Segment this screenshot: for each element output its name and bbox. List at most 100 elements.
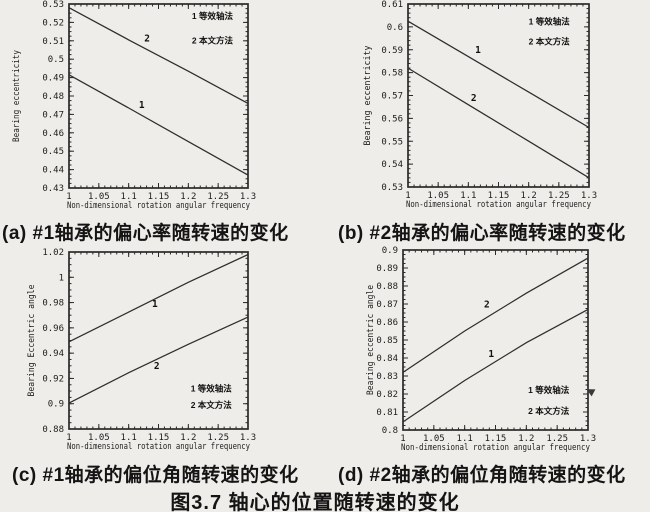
caption-panel-b: (b) #2轴承的偏心率随转速的变化 (338, 223, 626, 244)
y-axis-title: Bearing eccentricity (12, 50, 22, 142)
line-chart-b: 1 1.05 1.1 1.15 1.2 1.25 1.3 0.53 0.54 0.55 0.56 0.… (363, 0, 597, 210)
series-label-1: 1 (152, 299, 158, 310)
y-tick-label: 0.94 (42, 349, 64, 359)
x-tick-label: 1.1 (457, 434, 473, 444)
y-tick-label: 0.9 (48, 400, 64, 410)
legend-item-1: 1 等效轴法 (192, 11, 234, 21)
series-label-1: 1 (139, 100, 145, 111)
y-tick-label: 0.51 (42, 37, 64, 47)
series-line-1 (402, 308, 589, 423)
y-tick-label: 0.5 (48, 55, 64, 65)
caption-panel-d: (d) #2轴承的偏位角随转速的变化 (338, 465, 626, 486)
chart-panel-c: 1 1.05 1.1 1.15 1.2 1.25 1.3 0.88 0.9 0.92 0.94 0.9… (0, 240, 330, 460)
y-tick-label: 0.48 (42, 92, 64, 102)
series-line-2 (407, 67, 590, 179)
legend-item-1: 1 等效轴法 (529, 17, 571, 27)
x-tick-label: 1.2 (518, 434, 534, 444)
x-tick-label: 1.2 (180, 192, 196, 202)
series-line-2 (402, 257, 589, 373)
y-tick-label: 0.82 (376, 390, 398, 400)
y-tick-label: 0.53 (42, 0, 64, 10)
line-chart-c: 1 1.05 1.1 1.15 1.2 1.25 1.3 0.88 0.9 0.92 0.94 0.9… (27, 248, 256, 452)
y-tick-label: 0.56 (381, 114, 403, 124)
caption-panel-c: (c) #1轴承的偏位角随转速的变化 (12, 465, 299, 486)
x-tick-label: 1 (400, 434, 405, 444)
y-axis-title: Bearing Eccentric angle (27, 285, 37, 397)
caption-panel-a: (a) #1轴承的偏心率随转速的变化 (2, 223, 289, 244)
x-tick-label: 1.15 (148, 433, 170, 443)
chart-panel-d: 1 1.05 1.1 1.15 1.2 1.25 1.3 0.8 0.81 0.82 0.83 0.8… (330, 240, 650, 460)
legend-item-2: 2 本文方法 (192, 36, 234, 46)
x-tick-label: 1.15 (485, 434, 507, 444)
y-tick-label: 0.53 (381, 183, 403, 193)
y-axis-title: Bearing eccentric angle (366, 285, 376, 395)
legend-item-1: 1 等效轴法 (528, 385, 570, 395)
x-tick-label: 1.05 (423, 434, 445, 444)
series-line-1 (68, 253, 249, 343)
y-tick-label: 0.88 (42, 425, 64, 435)
y-tick-label: 0.84 (376, 354, 398, 364)
x-tick-label: 1.3 (581, 191, 597, 201)
series-label-2: 2 (484, 300, 490, 311)
y-tick-label: 0.98 (42, 299, 64, 309)
y-tick-label: 1.02 (42, 248, 64, 258)
y-tick-label: 0.43 (42, 184, 64, 194)
series-label-2: 2 (471, 93, 477, 104)
legend-item-2: 2 本文方法 (528, 406, 570, 416)
x-tick-label: 1.15 (488, 191, 510, 201)
y-tick-label: 0.86 (376, 318, 398, 328)
chart-panel-a: 1 1.05 1.1 1.15 1.2 1.25 1.3 0.43 0.44 0.45 0.46 0.… (0, 0, 330, 216)
x-tick-label: 1.25 (548, 191, 570, 201)
x-tick-label: 1.2 (180, 433, 196, 443)
x-tick-label: 1.1 (460, 191, 476, 201)
y-tick-label: 0.88 (376, 282, 398, 292)
y-tick-label: 1 (59, 273, 64, 283)
legend-item-1: 1 等效轴法 (191, 384, 233, 394)
y-tick-label: 0.92 (42, 374, 64, 384)
y-tick-label: 0.87 (376, 300, 398, 310)
x-tick-label: 1.05 (88, 192, 110, 202)
y-tick-label: 0.59 (381, 46, 403, 56)
series-line-1 (407, 20, 590, 129)
series-label-1: 1 (475, 45, 481, 56)
x-tick-label: 1.15 (148, 192, 170, 202)
y-tick-label: 0.83 (376, 372, 398, 382)
series-line-1 (68, 74, 249, 176)
y-tick-label: 0.44 (42, 166, 64, 176)
y-tick-label: 0.47 (42, 110, 64, 120)
x-axis-title: Non-dimensional rotation angular frequen… (67, 442, 250, 452)
line-chart-d: 1 1.05 1.1 1.15 1.2 1.25 1.3 0.8 0.81 0.82 0.83 0.8… (366, 246, 596, 453)
legend-item-2: 2 本文方法 (529, 37, 571, 47)
x-tick-label: 1.25 (207, 433, 229, 443)
y-tick-label: 0.46 (42, 129, 64, 139)
chart-panel-b: 1 1.05 1.1 1.15 1.2 1.25 1.3 0.53 0.54 0.55 0.56 0.… (330, 0, 650, 216)
legend-item-2: 2 本文方法 (191, 400, 233, 410)
y-tick-label: 0.52 (42, 18, 64, 28)
x-axis-title: Non-dimensional rotation angular frequen… (401, 443, 590, 453)
x-tick-label: 1.05 (88, 433, 110, 443)
x-tick-label: 1 (66, 433, 71, 443)
y-tick-label: 0.49 (42, 74, 64, 84)
y-tick-label: 0.96 (42, 324, 64, 334)
figure-caption: 图3.7 轴心的位置随转速的变化 (170, 492, 460, 512)
series-line-2 (68, 7, 249, 104)
y-tick-label: 0.54 (381, 160, 403, 170)
y-tick-label: 0.45 (42, 147, 64, 157)
x-tick-label: 1 (66, 192, 71, 202)
x-tick-label: 1.3 (240, 192, 256, 202)
x-axis-title: Non-dimensional rotation angular frequen… (406, 200, 591, 210)
series-label-2: 2 (154, 361, 160, 372)
y-tick-label: 0.85 (376, 336, 398, 346)
x-tick-label: 1.2 (521, 191, 537, 201)
x-tick-label: 1.3 (240, 433, 256, 443)
y-tick-label: 0.58 (381, 69, 403, 79)
series-line-2 (68, 316, 249, 404)
y-tick-label: 0.8 (382, 426, 398, 436)
y-tick-label: 0.9 (382, 246, 398, 256)
line-chart-a: 1 1.05 1.1 1.15 1.2 1.25 1.3 0.43 0.44 0.45 0.46 0.… (12, 0, 256, 211)
y-tick-label: 0.61 (381, 0, 403, 10)
y-tick-label: 0.6 (387, 23, 403, 33)
x-tick-label: 1.05 (427, 191, 449, 201)
series-label-1: 1 (488, 349, 494, 360)
